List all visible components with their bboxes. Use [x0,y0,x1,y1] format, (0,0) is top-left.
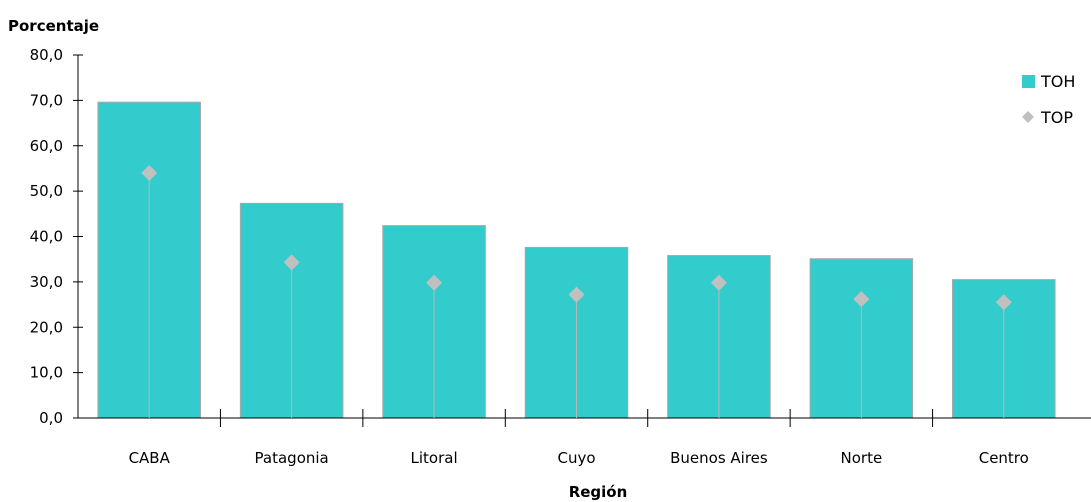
y-tick-label: 60,0 [30,137,63,155]
x-tick-label: Centro [979,449,1029,467]
marker-top [426,274,443,291]
x-tick-label: CABA [129,449,171,467]
legend: TOH TOP [1022,72,1075,127]
plot-area: 0,0 10,0 20,0 30,0 40,0 50,0 60,0 70,0 80,0 CABA P… [30,46,1091,467]
marker-top [568,286,585,303]
x-tick-label: Litoral [411,449,458,467]
marker-top [141,164,158,181]
y-tick-label: 10,0 [30,364,63,382]
y-axis-title: Porcentaje [8,17,99,35]
x-axis-title: Región [569,483,628,501]
x-tick-label: Patagonia [255,449,329,467]
x-tick-label: Cuyo [557,449,595,467]
marker-top [853,291,870,308]
legend-label-toh: TOH [1040,72,1075,91]
y-tick-label: 30,0 [30,273,63,291]
marker-top [283,254,300,271]
y-tick-label: 80,0 [30,46,63,64]
marker-top [710,274,727,291]
y-tick-label: 70,0 [30,91,63,109]
x-tick-label: Norte [841,449,883,467]
y-tick-label: 0,0 [39,409,63,427]
legend-swatch-top [1022,111,1034,123]
y-tick-label: 50,0 [30,182,63,200]
y-tick-label: 40,0 [30,228,63,246]
x-tick-label: Buenos Aires [670,449,768,467]
legend-swatch-toh [1022,75,1035,88]
legend-label-top: TOP [1040,108,1073,127]
y-tick-label: 20,0 [30,318,63,336]
marker-top [995,294,1012,311]
